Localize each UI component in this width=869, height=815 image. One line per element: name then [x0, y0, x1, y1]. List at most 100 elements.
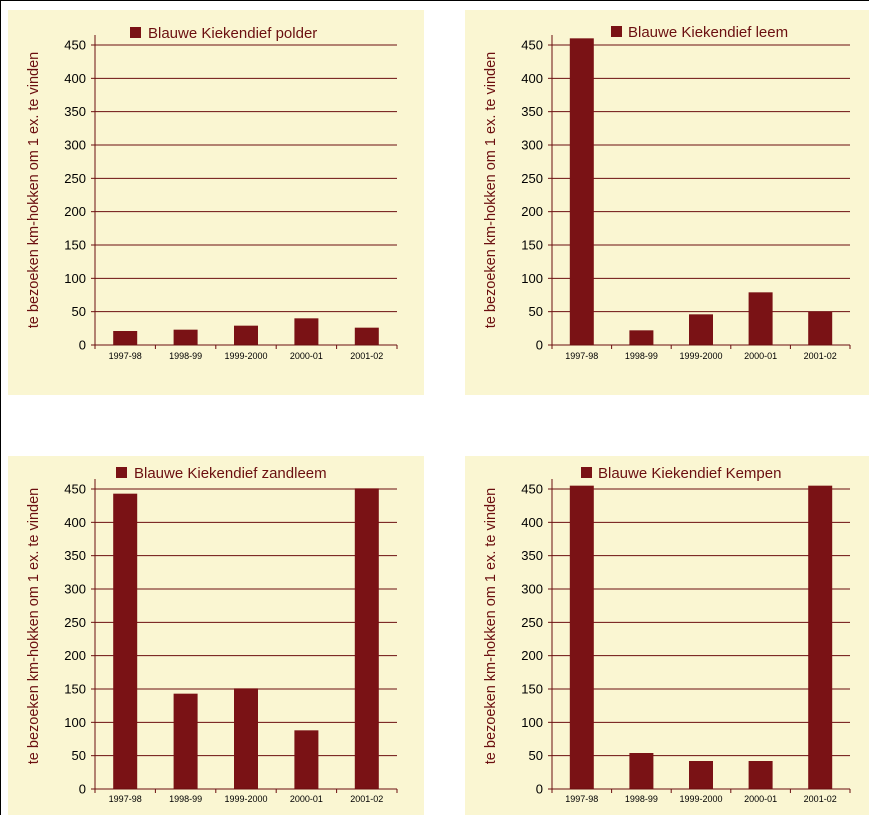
bar-2000-01 — [749, 761, 773, 789]
y-tick-label: 0 — [79, 338, 86, 353]
legend-label: Blauwe Kiekendief zandleem — [134, 465, 327, 482]
x-tick-label: 2000-01 — [290, 351, 323, 361]
y-tick-label: 100 — [521, 271, 543, 286]
x-tick-label: 2000-01 — [744, 794, 777, 804]
y-tick-label: 300 — [521, 138, 543, 153]
y-tick-label: 400 — [521, 71, 543, 86]
y-tick-label: 300 — [64, 582, 86, 597]
y-tick-label: 450 — [521, 482, 543, 497]
chart-leem: 0 50 100 150 200 250 300 350 400 450 1997-98 1998-9… — [465, 10, 869, 395]
x-tick-label: 1997-98 — [109, 351, 142, 361]
x-tick-label: 2000-01 — [744, 351, 777, 361]
y-tick-label: 50 — [72, 748, 86, 763]
x-tick-label: 2001-02 — [350, 794, 383, 804]
y-tick-label: 400 — [64, 515, 86, 530]
chart-polder: 0 50 100 150 200 250 300 350 400 450 1997-98 1998-9… — [8, 10, 424, 395]
x-tick-label: 1997-98 — [565, 351, 598, 361]
chart-panel-kempen: 0 50 100 150 200 250 300 350 400 450 1997-98 1998-9… — [465, 456, 869, 815]
bar-1998-99 — [629, 330, 653, 345]
y-tick-label: 200 — [64, 648, 86, 663]
y-tick-label: 50 — [529, 304, 543, 319]
y-tick-label: 100 — [64, 715, 86, 730]
y-tick-label: 250 — [64, 171, 86, 186]
x-tick-label: 1999-2000 — [224, 794, 267, 804]
y-tick-label: 0 — [79, 782, 86, 797]
y-tick-label: 250 — [521, 171, 543, 186]
bar-1999-2000 — [234, 688, 258, 789]
x-tick-label: 1999-2000 — [679, 351, 722, 361]
y-tick-label: 150 — [64, 682, 86, 697]
x-tick-label: 1997-98 — [565, 794, 598, 804]
y-tick-label: 100 — [521, 715, 543, 730]
bar-2001-02 — [355, 328, 379, 345]
legend-swatch — [581, 467, 592, 478]
bar-2000-01 — [749, 292, 773, 345]
y-tick-label: 150 — [521, 238, 543, 253]
x-tick-label: 1998-99 — [169, 794, 202, 804]
y-tick-label: 150 — [521, 682, 543, 697]
y-tick-label: 150 — [64, 238, 86, 253]
y-tick-label: 50 — [529, 748, 543, 763]
y-tick-label: 350 — [64, 548, 86, 563]
frame-top-edge — [0, 0, 869, 1]
frame-left-edge — [0, 0, 1, 815]
chart-panel-zandleem: 0 50 100 150 200 250 300 350 400 450 1997-98 1998-9… — [8, 456, 424, 815]
y-tick-label: 300 — [64, 138, 86, 153]
bar-1999-2000 — [689, 314, 713, 345]
bar-2001-02 — [808, 486, 832, 789]
y-tick-label: 400 — [521, 515, 543, 530]
bar-1997-98 — [113, 494, 137, 789]
bar-1997-98 — [113, 331, 137, 345]
bar-2000-01 — [294, 318, 318, 345]
x-tick-label: 2001-02 — [804, 794, 837, 804]
legend-swatch — [116, 467, 127, 478]
bar-1998-99 — [629, 753, 653, 789]
bar-2001-02 — [808, 312, 832, 345]
bar-1999-2000 — [234, 326, 258, 345]
y-tick-label: 300 — [521, 582, 543, 597]
x-tick-label: 1997-98 — [109, 794, 142, 804]
bar-1999-2000 — [689, 761, 713, 789]
y-tick-label: 350 — [64, 104, 86, 119]
x-tick-label: 1998-99 — [169, 351, 202, 361]
chart-panel-polder: 0 50 100 150 200 250 300 350 400 450 1997-98 1998-9… — [8, 10, 424, 395]
chart-panel-leem: 0 50 100 150 200 250 300 350 400 450 1997-98 1998-9… — [465, 10, 869, 395]
legend-swatch — [611, 26, 622, 37]
bar-2000-01 — [294, 730, 318, 789]
y-tick-label: 200 — [64, 204, 86, 219]
x-tick-label: 2000-01 — [290, 794, 323, 804]
y-tick-label: 0 — [536, 782, 543, 797]
bar-2001-02 — [355, 488, 379, 789]
bar-1998-99 — [174, 330, 198, 345]
legend-swatch — [130, 27, 141, 38]
y-tick-label: 250 — [64, 615, 86, 630]
x-tick-label: 1999-2000 — [679, 794, 722, 804]
y-tick-label: 450 — [64, 482, 86, 497]
bar-1997-98 — [570, 38, 594, 345]
x-tick-label: 1998-99 — [625, 351, 658, 361]
x-tick-label: 2001-02 — [350, 351, 383, 361]
y-axis-label: te bezoeken km-hokken om 1 ex. te vinden — [26, 488, 42, 764]
bar-1998-99 — [174, 694, 198, 789]
x-tick-label: 1999-2000 — [224, 351, 267, 361]
y-axis-label: te bezoeken km-hokken om 1 ex. te vinden — [26, 52, 42, 328]
bar-1997-98 — [570, 486, 594, 789]
y-tick-label: 450 — [64, 38, 86, 53]
legend-label: Blauwe Kiekendief Kempen — [598, 465, 781, 482]
y-tick-label: 450 — [521, 38, 543, 53]
y-tick-label: 250 — [521, 615, 543, 630]
chart-kempen: 0 50 100 150 200 250 300 350 400 450 1997-98 1998-9… — [465, 456, 869, 815]
y-tick-label: 200 — [521, 648, 543, 663]
y-axis-label: te bezoeken km-hokken om 1 ex. te vinden — [483, 52, 499, 328]
legend-label: Blauwe Kiekendief leem — [628, 24, 788, 41]
y-tick-label: 400 — [64, 71, 86, 86]
x-tick-label: 2001-02 — [804, 351, 837, 361]
x-tick-label: 1998-99 — [625, 794, 658, 804]
y-tick-label: 200 — [521, 204, 543, 219]
y-axis-label: te bezoeken km-hokken om 1 ex. te vinden — [483, 488, 499, 764]
y-tick-label: 100 — [64, 271, 86, 286]
y-tick-label: 350 — [521, 104, 543, 119]
chart-zandleem: 0 50 100 150 200 250 300 350 400 450 1997-98 1998-9… — [8, 456, 424, 815]
legend-label: Blauwe Kiekendief polder — [148, 25, 317, 42]
y-tick-label: 350 — [521, 548, 543, 563]
